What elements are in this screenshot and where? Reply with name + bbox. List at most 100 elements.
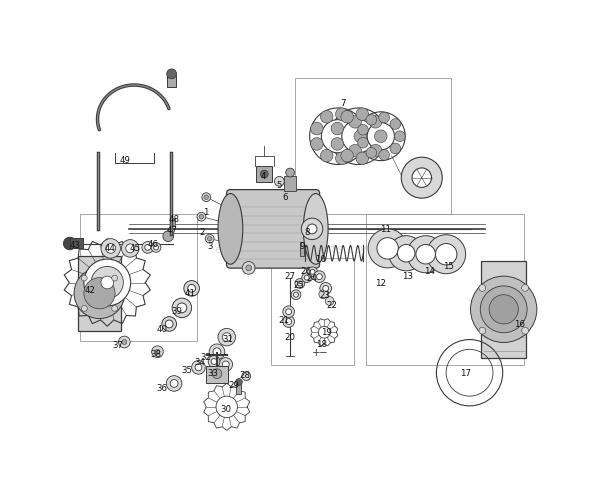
Circle shape: [126, 244, 135, 253]
Circle shape: [401, 158, 442, 199]
Text: 43: 43: [69, 241, 80, 249]
Text: 47: 47: [166, 226, 178, 235]
Circle shape: [165, 321, 173, 328]
Text: 8: 8: [304, 227, 310, 236]
Text: 21: 21: [278, 315, 290, 324]
Circle shape: [192, 361, 205, 374]
Circle shape: [356, 153, 369, 165]
Ellipse shape: [303, 194, 328, 264]
Circle shape: [319, 290, 327, 299]
Circle shape: [349, 145, 361, 158]
Circle shape: [106, 244, 116, 254]
Bar: [300, 243, 304, 256]
Circle shape: [341, 150, 353, 163]
Circle shape: [307, 267, 317, 277]
Text: 9: 9: [300, 242, 305, 251]
Text: 49: 49: [120, 156, 131, 165]
Circle shape: [286, 169, 294, 178]
Circle shape: [427, 235, 466, 274]
Circle shape: [336, 153, 348, 165]
Text: 1: 1: [204, 208, 209, 217]
Circle shape: [184, 281, 199, 297]
Bar: [78, 256, 121, 331]
Circle shape: [172, 299, 192, 318]
Text: 35: 35: [181, 365, 192, 374]
Circle shape: [398, 245, 415, 263]
Circle shape: [195, 364, 202, 371]
Circle shape: [222, 333, 231, 342]
Text: eReplacementParts.com: eReplacementParts.com: [214, 243, 376, 255]
Text: 19: 19: [322, 327, 332, 336]
Circle shape: [122, 240, 139, 258]
Circle shape: [375, 131, 387, 143]
Circle shape: [358, 125, 368, 136]
Circle shape: [202, 193, 211, 202]
Text: 34: 34: [195, 357, 205, 366]
Text: 37: 37: [112, 341, 123, 350]
Circle shape: [145, 245, 150, 251]
Circle shape: [367, 123, 395, 151]
Circle shape: [310, 123, 323, 136]
Text: 7: 7: [340, 99, 346, 107]
Bar: [70, 238, 83, 249]
Circle shape: [366, 148, 376, 159]
Circle shape: [167, 70, 176, 80]
Circle shape: [286, 309, 291, 315]
Text: +: +: [312, 347, 320, 357]
Circle shape: [302, 273, 312, 283]
Circle shape: [379, 150, 389, 161]
Text: 26: 26: [301, 266, 312, 275]
Circle shape: [369, 145, 382, 158]
Circle shape: [322, 121, 355, 154]
Circle shape: [294, 293, 299, 298]
Circle shape: [341, 111, 353, 124]
Circle shape: [286, 319, 291, 325]
Circle shape: [331, 123, 343, 136]
Text: 20: 20: [284, 332, 296, 341]
Circle shape: [323, 286, 329, 292]
Circle shape: [320, 111, 333, 124]
Circle shape: [84, 260, 130, 306]
Circle shape: [390, 120, 401, 130]
Text: 14: 14: [424, 266, 435, 275]
Text: 22: 22: [326, 300, 337, 309]
Circle shape: [112, 276, 117, 282]
Circle shape: [209, 344, 225, 360]
Circle shape: [354, 131, 366, 143]
Circle shape: [377, 238, 398, 260]
Circle shape: [435, 244, 457, 265]
Bar: [481, 261, 526, 358]
Text: 31: 31: [222, 334, 233, 344]
Text: 32: 32: [201, 352, 212, 362]
Text: 10: 10: [315, 254, 326, 263]
Circle shape: [166, 376, 182, 391]
Circle shape: [170, 380, 178, 387]
Text: 48: 48: [169, 214, 179, 223]
Circle shape: [212, 369, 222, 379]
Circle shape: [325, 297, 334, 306]
Circle shape: [310, 270, 315, 275]
Text: 18: 18: [316, 339, 327, 348]
Circle shape: [218, 329, 235, 346]
Text: 5: 5: [276, 181, 281, 190]
Bar: [257, 167, 272, 183]
Circle shape: [320, 283, 332, 295]
Text: 44: 44: [104, 244, 115, 252]
Circle shape: [74, 268, 125, 319]
Circle shape: [63, 238, 76, 250]
Circle shape: [379, 113, 389, 123]
Circle shape: [219, 358, 232, 371]
Circle shape: [522, 327, 529, 334]
Ellipse shape: [218, 194, 242, 264]
Circle shape: [213, 348, 221, 356]
Circle shape: [119, 336, 130, 348]
Text: 46: 46: [147, 240, 158, 248]
Circle shape: [204, 196, 208, 200]
Circle shape: [471, 277, 537, 343]
Text: 29: 29: [228, 381, 240, 389]
Text: 30: 30: [220, 404, 231, 413]
Circle shape: [81, 306, 87, 312]
FancyBboxPatch shape: [227, 190, 320, 268]
Text: 24: 24: [307, 274, 317, 283]
Text: 38: 38: [150, 349, 162, 358]
